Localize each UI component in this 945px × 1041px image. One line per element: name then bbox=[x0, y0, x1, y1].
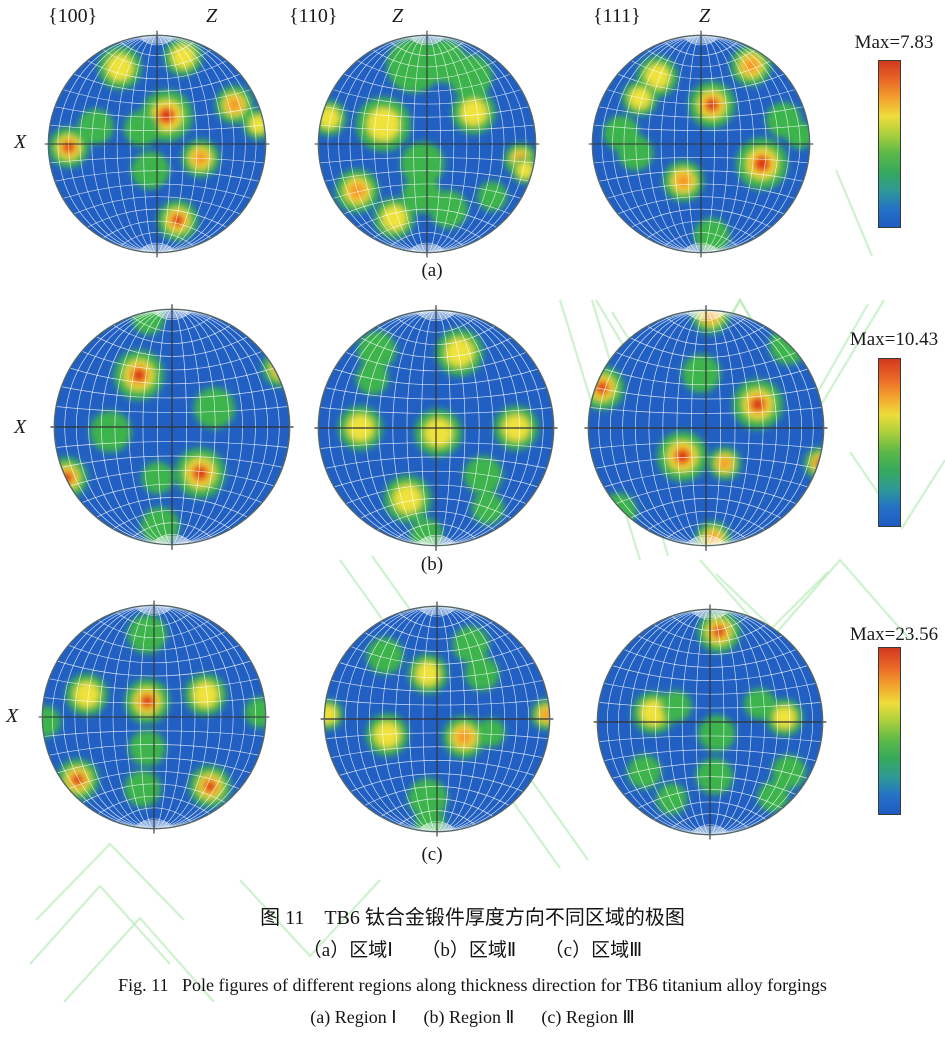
pole-figure-c-111 bbox=[593, 604, 827, 840]
pole-figure-a-110 bbox=[314, 30, 540, 258]
pole-figure-a-100 bbox=[44, 30, 270, 258]
row-label-b: (b) bbox=[420, 554, 444, 575]
caption-en-title: Fig. 11 Pole figures of different region… bbox=[118, 975, 827, 995]
caption-zh-subtitle: （a）区域Ⅰ （b）区域Ⅱ （c）区域Ⅲ bbox=[302, 940, 643, 961]
axis-x-label: X bbox=[14, 131, 27, 153]
caption-zh-title: 图 11 TB6 钛合金锻件厚度方向不同区域的极图 bbox=[260, 907, 685, 929]
axis-z-label: Z bbox=[699, 5, 711, 27]
miller-label-110: {110} bbox=[289, 5, 338, 27]
max-value-label-b: Max=10.43 bbox=[849, 329, 939, 350]
max-value-label-c: Max=23.56 bbox=[849, 624, 939, 645]
miller-label-111: {111} bbox=[593, 5, 641, 27]
disc-boundary bbox=[323, 605, 551, 833]
axis-z-label: Z bbox=[392, 5, 404, 27]
pole-figure-b-100 bbox=[50, 304, 294, 550]
disc-boundary bbox=[591, 34, 811, 254]
max-value-label-a: Max=7.83 bbox=[854, 32, 934, 53]
pole-figure-b-111 bbox=[584, 305, 828, 551]
disc-boundary bbox=[317, 34, 537, 254]
pole-figure-c-100 bbox=[38, 600, 270, 834]
disc-boundary bbox=[587, 309, 825, 547]
pole-figure-a-111 bbox=[588, 30, 814, 258]
disc-boundary bbox=[41, 604, 267, 830]
axis-z-label: Z bbox=[206, 5, 218, 27]
axis-x-label: X bbox=[14, 416, 27, 438]
caption-en-subtitle: (a) Region Ⅰ (b) Region Ⅱ (c) Region Ⅲ bbox=[310, 1007, 635, 1027]
miller-label-100: {100} bbox=[48, 5, 98, 27]
colorbar-b bbox=[878, 358, 901, 527]
colorbar-c bbox=[878, 647, 901, 815]
disc-boundary bbox=[47, 34, 267, 254]
row-label-a: (a) bbox=[421, 260, 443, 281]
disc-boundary bbox=[53, 308, 291, 546]
pole-figure-c-110 bbox=[320, 601, 554, 837]
axis-x-label: X bbox=[6, 705, 19, 727]
disc-boundary bbox=[596, 608, 824, 836]
disc-boundary bbox=[317, 309, 555, 547]
row-label-c: (c) bbox=[421, 844, 443, 865]
intensity-blobs bbox=[627, 610, 807, 815]
pole-figure-b-110 bbox=[314, 305, 558, 551]
intensity-blobs bbox=[48, 37, 266, 241]
colorbar-a bbox=[878, 60, 901, 228]
